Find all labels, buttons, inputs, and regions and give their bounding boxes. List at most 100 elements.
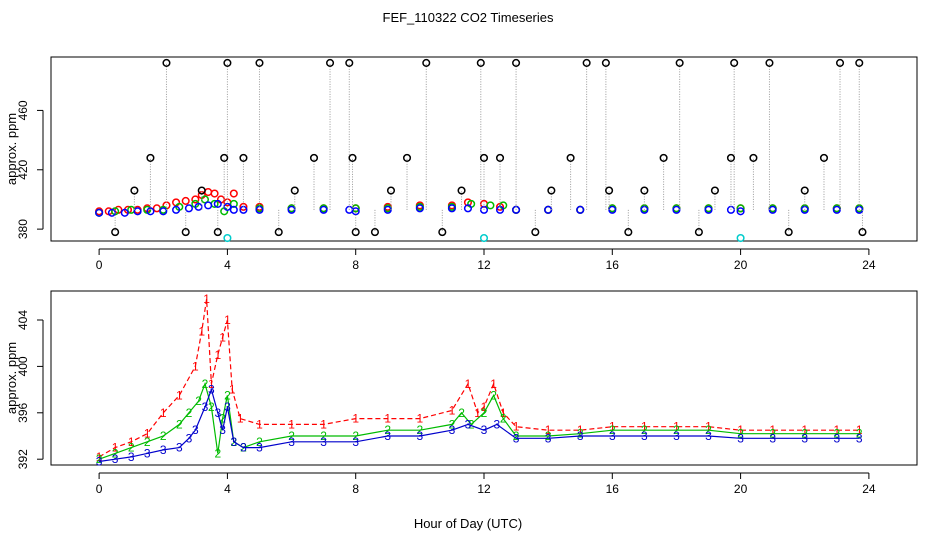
top-data-marks: [95, 58, 867, 243]
data-point-series-3: [386, 186, 396, 195]
data-point-series-2: [172, 205, 181, 214]
data-point-marker-3: 3: [320, 435, 327, 449]
x-tick-label: 20: [734, 258, 748, 272]
data-point-marker-2: 2: [202, 377, 209, 391]
data-point-marker-3: 3: [856, 431, 863, 445]
data-point-series-3: [605, 186, 614, 195]
bottom-y-axis-label: approx. ppm: [4, 342, 19, 414]
data-point-marker-1: 1: [737, 423, 744, 437]
top-axes: 0 4 8 12 16 20 24 380 420 460: [16, 100, 876, 272]
data-point-series-3: [582, 58, 591, 67]
y-tick-label: 460: [16, 100, 30, 120]
data-point-marker-1: 1: [320, 417, 327, 431]
data-point-series-2: [351, 207, 360, 216]
data-point-series-3: [495, 153, 505, 162]
data-point-marker-2: 2: [737, 427, 744, 441]
data-point-marker-3: 3: [224, 400, 231, 414]
data-point-series-3: [858, 228, 867, 237]
data-point-series-0: [181, 196, 190, 205]
data-point-marker-2: 2: [458, 406, 465, 420]
data-point-series-3: [640, 186, 649, 195]
data-point-series-2: [204, 201, 213, 210]
data-point-series-2: [704, 205, 713, 214]
data-point-marker-3: 3: [513, 431, 520, 445]
data-point-marker-1: 1: [465, 377, 472, 391]
data-point-marker-3: 3: [240, 441, 247, 455]
data-point-series-3: [547, 186, 556, 195]
bottom-plot-frame: [50, 290, 918, 466]
data-point-marker-2: 2: [577, 427, 584, 441]
data-point-marker-3: 3: [208, 383, 215, 397]
data-point-marker-1: 1: [673, 420, 680, 434]
x-tick-label: 4: [224, 258, 231, 272]
data-point-series-3: [348, 153, 357, 162]
data-point-series-2: [415, 204, 424, 213]
data-point-marker-2: 2: [288, 429, 295, 443]
data-point-series-3: [422, 58, 431, 67]
data-point-series-3: [710, 186, 719, 195]
data-point-marker-3: 3: [577, 429, 584, 443]
data-point-marker-1: 1: [641, 420, 648, 434]
data-point-marker-2: 2: [673, 423, 680, 437]
data-point-marker-2: 2: [320, 429, 327, 443]
data-point-marker-3: 3: [96, 455, 103, 469]
data-point-series-2: [229, 205, 238, 214]
data-point-marker-2: 2: [214, 446, 221, 460]
data-point-series-3: [111, 228, 120, 237]
data-point-marker-1: 1: [198, 325, 205, 339]
y-tick-label: 404: [16, 310, 30, 330]
data-point-marker-1: 1: [417, 412, 424, 426]
top-panel: approx. ppm 0 4 8 12 16 20 24 380 420 460: [4, 56, 918, 272]
data-point-marker-1: 1: [449, 403, 456, 417]
data-point-marker-2: 2: [641, 423, 648, 437]
data-point-marker-3: 3: [214, 406, 221, 420]
data-point-marker-2: 2: [96, 452, 103, 466]
data-point-marker-1: 1: [474, 406, 481, 420]
data-point-marker-1: 1: [203, 292, 210, 306]
data-point-series-3: [765, 58, 774, 67]
data-point-marker-3: 3: [288, 435, 295, 449]
data-point-marker-1: 1: [128, 435, 135, 449]
data-point-marker-2: 2: [160, 429, 167, 443]
data-point-series-4: [223, 233, 232, 243]
x-tick-label: 24: [862, 482, 876, 496]
chart-title: FEF_110322 CO2 Timeseries: [383, 10, 554, 25]
data-point-marker-2: 2: [449, 417, 456, 431]
data-point-series-2: [544, 205, 553, 214]
data-point-marker-1: 1: [96, 450, 103, 464]
y-tick-label: 420: [16, 159, 30, 179]
data-point-marker-2: 2: [219, 412, 226, 426]
data-point-series-2: [95, 208, 104, 217]
data-point-marker-3: 3: [160, 443, 167, 457]
data-point-marker-1: 1: [256, 417, 263, 431]
data-point-series-3: [146, 153, 155, 162]
data-point-marker-2: 2: [513, 429, 520, 443]
x-tick-label: 8: [352, 482, 359, 496]
data-point-marker-2: 2: [144, 435, 151, 449]
data-point-marker-1: 1: [219, 330, 226, 344]
y-tick-label: 400: [16, 356, 30, 376]
data-point-series-3: [566, 153, 575, 162]
data-point-marker-3: 3: [417, 429, 424, 443]
data-point-series-3: [726, 153, 736, 162]
data-point-marker-1: 1: [214, 348, 221, 362]
data-point-marker-1: 1: [490, 377, 497, 391]
data-point-series-2: [736, 207, 745, 216]
data-point-marker-3: 3: [144, 446, 151, 460]
x-tick-label: 8: [352, 258, 359, 272]
data-point-marker-3: 3: [673, 429, 680, 443]
data-point-marker-1: 1: [545, 423, 552, 437]
x-tick-label: 12: [477, 482, 491, 496]
data-point-series-2: [463, 204, 473, 213]
data-point-marker-1: 1: [705, 420, 712, 434]
data-point-marker-2: 2: [801, 427, 808, 441]
data-point-marker-3: 3: [609, 429, 616, 443]
data-point-marker-3: 3: [230, 435, 237, 449]
series-line-1: [98, 299, 860, 458]
data-point-marker-1: 1: [833, 423, 840, 437]
x-tick-label: 24: [862, 258, 876, 272]
data-point-series-3: [601, 58, 610, 67]
data-point-marker-3: 3: [186, 431, 193, 445]
data-point-series-3: [624, 228, 633, 237]
